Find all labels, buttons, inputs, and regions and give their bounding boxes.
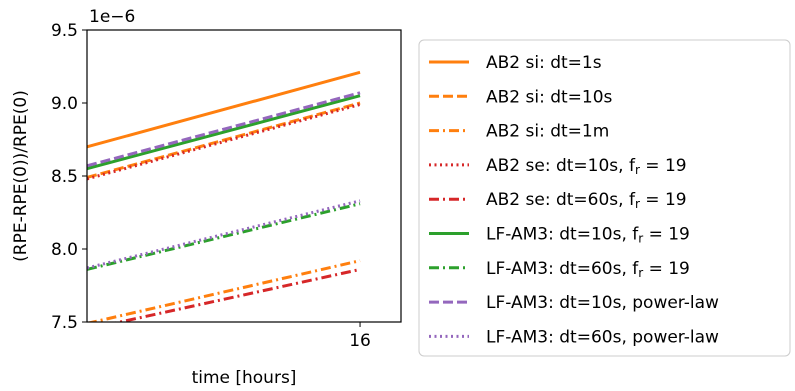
legend-entry: AB2 si: dt=1m: [486, 122, 609, 142]
series-line: [87, 101, 361, 179]
series-line: [87, 259, 361, 322]
legend-entry: AB2 se: dt=10s, fr = 19: [486, 156, 687, 177]
y-axis: 7.5 8.0 8.5 9.0 9.5: [51, 21, 87, 333]
x-axis-label: time [hours]: [192, 368, 297, 388]
legend-entry: LF-AM3: dt=10s, fr = 19: [486, 225, 690, 246]
series-line: [87, 94, 361, 171]
y-tick-label: 9.0: [51, 94, 78, 114]
series-line: [87, 70, 361, 149]
legend-entry: AB2 si: dt=10s: [486, 87, 613, 107]
series-line: [87, 199, 361, 270]
legend: AB2 si: dt=1s AB2 si: dt=10s AB2 si: dt=1m…: [418, 39, 791, 357]
series-line: [87, 91, 361, 168]
series-line: [87, 202, 361, 271]
x-axis: 16: [349, 322, 371, 351]
y-axis-label: (RPE-RPE(0))/RPE(0): [11, 90, 31, 262]
series-layer: [87, 70, 361, 322]
legend-entry: LF-AM3: dt=60s, fr = 19: [486, 259, 690, 280]
y-tick-label: 8.0: [51, 240, 78, 260]
legend-entry: LF-AM3: dt=60s, power-law: [486, 327, 719, 347]
legend-entry: AB2 se: dt=60s, fr = 19: [486, 190, 687, 211]
y-tick-label: 8.5: [51, 167, 78, 187]
y-tick-label: 7.5: [51, 313, 78, 333]
x-tick-label: 16: [349, 331, 371, 351]
series-line: [113, 267, 361, 322]
legend-entry: LF-AM3: dt=10s, power-law: [486, 293, 719, 313]
y-tick-label: 9.5: [51, 21, 78, 41]
legend-frame: [418, 39, 791, 357]
legend-entry: AB2 si: dt=1s: [486, 53, 602, 73]
offset-text: 1e−6: [89, 7, 135, 27]
